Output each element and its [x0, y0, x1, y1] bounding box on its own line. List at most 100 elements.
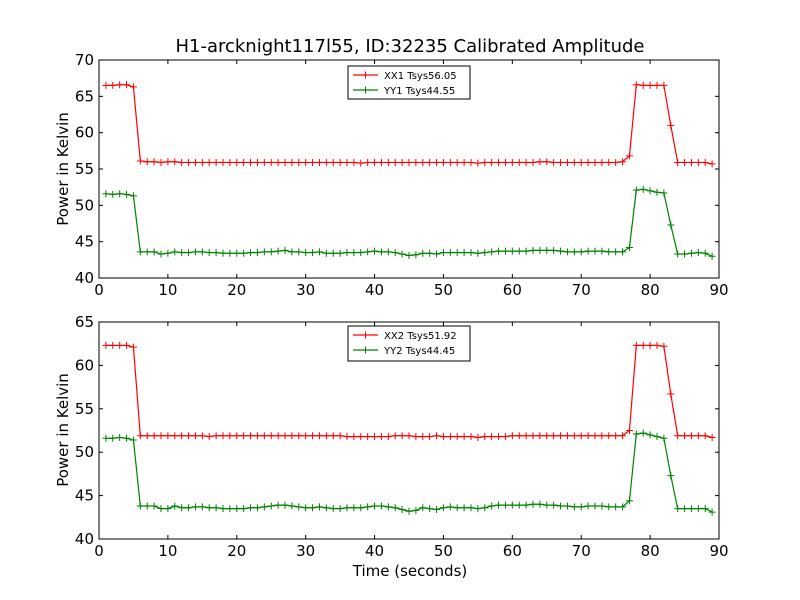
- data-point: [660, 342, 668, 350]
- x-tick-label: 40: [365, 542, 384, 560]
- data-point: [129, 343, 137, 351]
- data-point: [384, 503, 392, 511]
- data-point: [467, 249, 475, 257]
- data-point: [687, 249, 695, 257]
- data-point: [446, 433, 454, 441]
- x-tick-label: 30: [296, 281, 315, 299]
- data-point: [529, 432, 537, 440]
- data-point: [453, 249, 461, 257]
- data-point: [591, 432, 599, 440]
- data-point: [453, 433, 461, 441]
- data-point: [329, 249, 337, 257]
- data-point: [495, 247, 503, 255]
- data-point: [164, 249, 172, 257]
- data-point: [350, 433, 358, 441]
- legend-marker: [362, 86, 369, 94]
- data-point: [274, 158, 282, 166]
- data-point: [219, 158, 227, 166]
- data-point: [570, 248, 578, 256]
- data-point: [543, 158, 551, 166]
- data-point: [694, 158, 702, 166]
- data-point: [474, 249, 482, 257]
- data-point: [488, 158, 496, 166]
- data-point: [577, 503, 585, 511]
- x-tick-label: 70: [572, 281, 591, 299]
- data-point: [350, 504, 358, 512]
- data-point: [178, 432, 186, 440]
- data-point: [281, 432, 289, 440]
- data-point: [377, 502, 385, 510]
- data-point: [660, 434, 668, 442]
- data-point: [598, 502, 606, 510]
- data-point: [123, 81, 131, 89]
- data-point: [143, 502, 151, 510]
- x-axis: 0 10 20 30 40 50 60 70 80 90: [94, 322, 729, 560]
- x-tick-label: 20: [227, 281, 246, 299]
- x-tick-label: 60: [503, 542, 522, 560]
- data-point: [260, 158, 268, 166]
- data-point: [157, 250, 165, 258]
- data-point: [309, 432, 317, 440]
- data-point: [694, 249, 702, 257]
- data-point: [612, 432, 620, 440]
- x-axis-label: Time (seconds): [352, 562, 468, 580]
- data-point: [143, 432, 151, 440]
- data-point: [439, 433, 447, 441]
- data-point: [102, 434, 110, 442]
- y-tick-label: 60: [75, 124, 94, 142]
- data-point: [419, 158, 427, 166]
- data-point: [405, 251, 413, 259]
- data-point: [102, 81, 110, 89]
- data-point: [577, 248, 585, 256]
- data-point: [584, 247, 592, 255]
- data-point: [240, 432, 248, 440]
- data-point: [433, 158, 441, 166]
- data-point: [570, 158, 578, 166]
- data-point: [508, 501, 516, 509]
- data-point: [357, 249, 365, 257]
- data-point: [295, 503, 303, 511]
- data-point: [605, 503, 613, 511]
- data-point: [426, 505, 434, 513]
- data-point: [240, 158, 248, 166]
- data-point: [247, 504, 255, 512]
- data-point: [660, 81, 668, 89]
- legend: XX1 Tsys56.05 YY1 Tsys44.55: [347, 65, 471, 100]
- data-point: [315, 158, 323, 166]
- data-point: [708, 433, 716, 441]
- data-point: [357, 433, 365, 441]
- data-point: [653, 188, 661, 196]
- data-point: [687, 505, 695, 513]
- data-point: [185, 158, 193, 166]
- data-point: [570, 432, 578, 440]
- data-point: [481, 504, 489, 512]
- data-point: [687, 432, 695, 440]
- data-point: [674, 158, 682, 166]
- data-point: [109, 81, 117, 89]
- data-point: [398, 505, 406, 513]
- data-point: [267, 248, 275, 256]
- data-point: [426, 249, 434, 257]
- data-point: [481, 249, 489, 257]
- data-point: [377, 433, 385, 441]
- data-point: [653, 433, 661, 441]
- data-point: [667, 221, 675, 229]
- data-point: [274, 501, 282, 509]
- data-point: [433, 505, 441, 513]
- data-point: [315, 503, 323, 511]
- x-tick-label: 80: [641, 542, 660, 560]
- bottom-chart: Power in Kelvin Time (seconds) 0 10 20 30 40…: [54, 313, 729, 580]
- y-tick-label: 40: [75, 269, 94, 287]
- data-point: [557, 158, 565, 166]
- data-point: [701, 432, 709, 440]
- data-point: [687, 158, 695, 166]
- data-point: [343, 433, 351, 441]
- data-point: [116, 433, 124, 441]
- data-point: [281, 246, 289, 254]
- data-point: [515, 158, 523, 166]
- data-point: [281, 158, 289, 166]
- data-point: [198, 158, 206, 166]
- data-point: [591, 502, 599, 510]
- x-tick-label: 10: [158, 281, 177, 299]
- y-tick-label: 50: [75, 443, 94, 461]
